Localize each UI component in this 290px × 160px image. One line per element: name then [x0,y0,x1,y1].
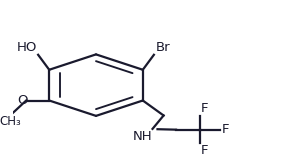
Text: O: O [17,94,28,107]
Text: Br: Br [155,40,170,54]
Text: NH: NH [132,130,152,143]
Text: CH₃: CH₃ [0,116,21,128]
Text: F: F [200,144,208,157]
Text: F: F [200,102,208,115]
Text: HO: HO [16,40,37,54]
Text: F: F [222,123,229,136]
